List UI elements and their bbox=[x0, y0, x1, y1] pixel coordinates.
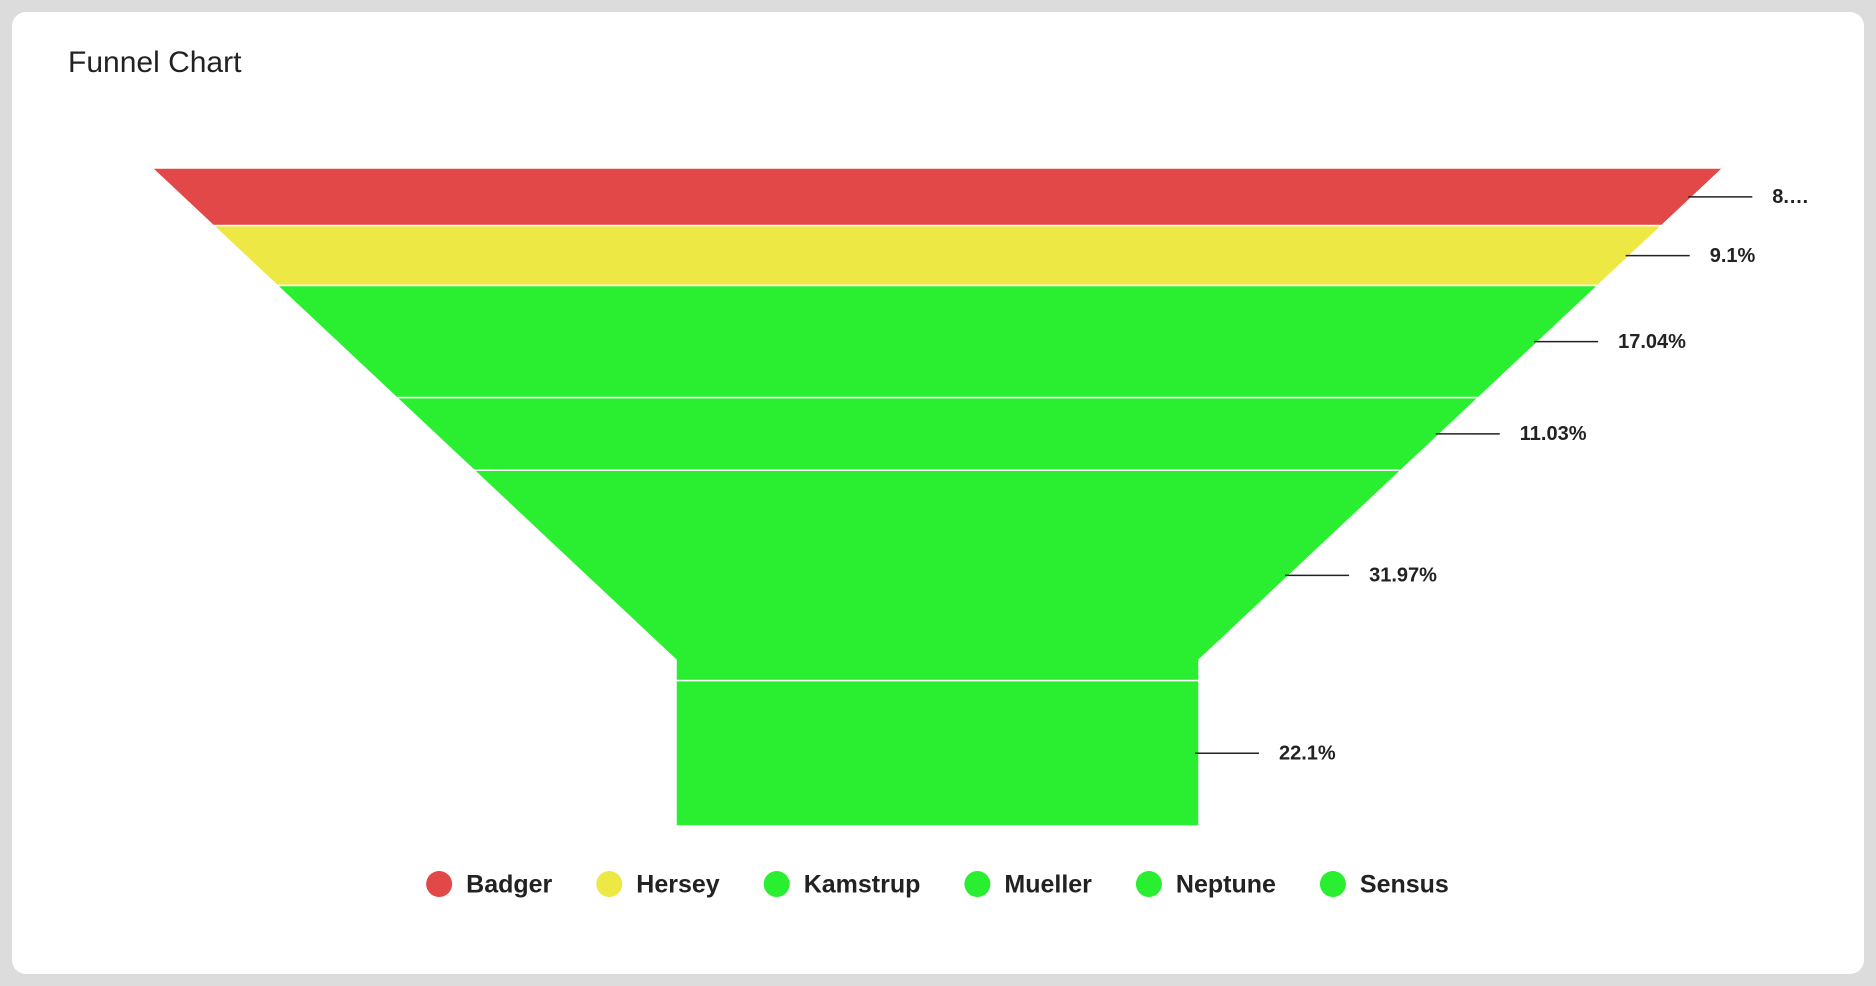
value-label: 9.1% bbox=[1710, 245, 1756, 267]
funnel-segment bbox=[471, 469, 1404, 682]
legend-marker bbox=[1319, 871, 1346, 897]
legend-marker bbox=[1135, 871, 1162, 897]
funnel-segment bbox=[211, 224, 1664, 287]
legend-marker bbox=[426, 871, 453, 897]
funnel-segment bbox=[150, 167, 1725, 227]
legend-marker bbox=[763, 871, 790, 897]
funnel-segment bbox=[675, 679, 1200, 827]
funnel-segment bbox=[394, 396, 1481, 471]
value-label: 17.04% bbox=[1618, 331, 1686, 353]
value-label: 8.… bbox=[1772, 186, 1809, 208]
legend-label: Sensus bbox=[1360, 871, 1449, 899]
legend-label: Hersey bbox=[636, 871, 719, 899]
value-label: 11.03% bbox=[1520, 423, 1587, 445]
value-label: 22.1% bbox=[1279, 743, 1336, 765]
legend-label: Neptune bbox=[1176, 871, 1276, 899]
legend-marker bbox=[596, 871, 623, 897]
funnel-segment bbox=[275, 284, 1600, 399]
legend-label: Kamstrup bbox=[804, 871, 921, 899]
chart-title: Funnel Chart bbox=[68, 46, 242, 79]
legend-label: Badger bbox=[466, 871, 552, 899]
legend-marker bbox=[964, 871, 991, 897]
value-label: 31.97% bbox=[1369, 565, 1437, 587]
legend-label: Mueller bbox=[1004, 871, 1092, 899]
